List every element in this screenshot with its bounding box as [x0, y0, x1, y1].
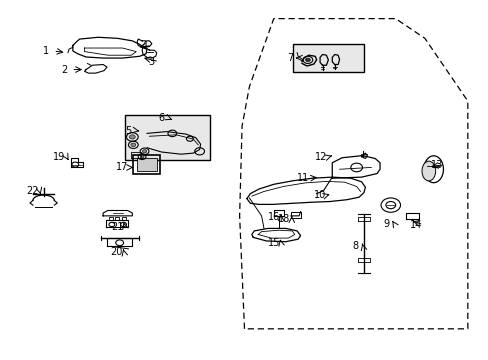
Bar	[125, 116, 210, 160]
Text: 9: 9	[383, 219, 389, 229]
Text: 6: 6	[158, 113, 164, 123]
Text: 1: 1	[43, 46, 49, 56]
Text: 16: 16	[267, 212, 279, 221]
Text: 18: 18	[278, 215, 290, 224]
Text: 10: 10	[313, 190, 325, 200]
Text: 4: 4	[141, 41, 147, 50]
Text: 14: 14	[409, 220, 422, 230]
Text: 15: 15	[267, 238, 279, 248]
Circle shape	[305, 58, 310, 62]
Text: 22: 22	[26, 186, 39, 196]
Text: 2: 2	[61, 64, 67, 75]
Ellipse shape	[421, 161, 435, 181]
Text: 19: 19	[53, 152, 65, 162]
Text: 20: 20	[110, 247, 122, 257]
Circle shape	[142, 150, 146, 153]
Text: 21: 21	[111, 222, 123, 232]
Circle shape	[129, 135, 135, 139]
Circle shape	[131, 143, 136, 147]
Text: 3: 3	[148, 57, 155, 67]
Circle shape	[140, 155, 144, 158]
Text: 5: 5	[125, 126, 131, 135]
Text: 8: 8	[352, 241, 358, 251]
Text: 13: 13	[430, 160, 442, 170]
Text: 7: 7	[286, 53, 292, 63]
Bar	[293, 44, 363, 72]
Bar	[133, 155, 160, 174]
Bar	[137, 158, 157, 171]
Text: 17: 17	[116, 162, 128, 172]
Text: 12: 12	[315, 152, 327, 162]
Text: 11: 11	[296, 173, 308, 183]
